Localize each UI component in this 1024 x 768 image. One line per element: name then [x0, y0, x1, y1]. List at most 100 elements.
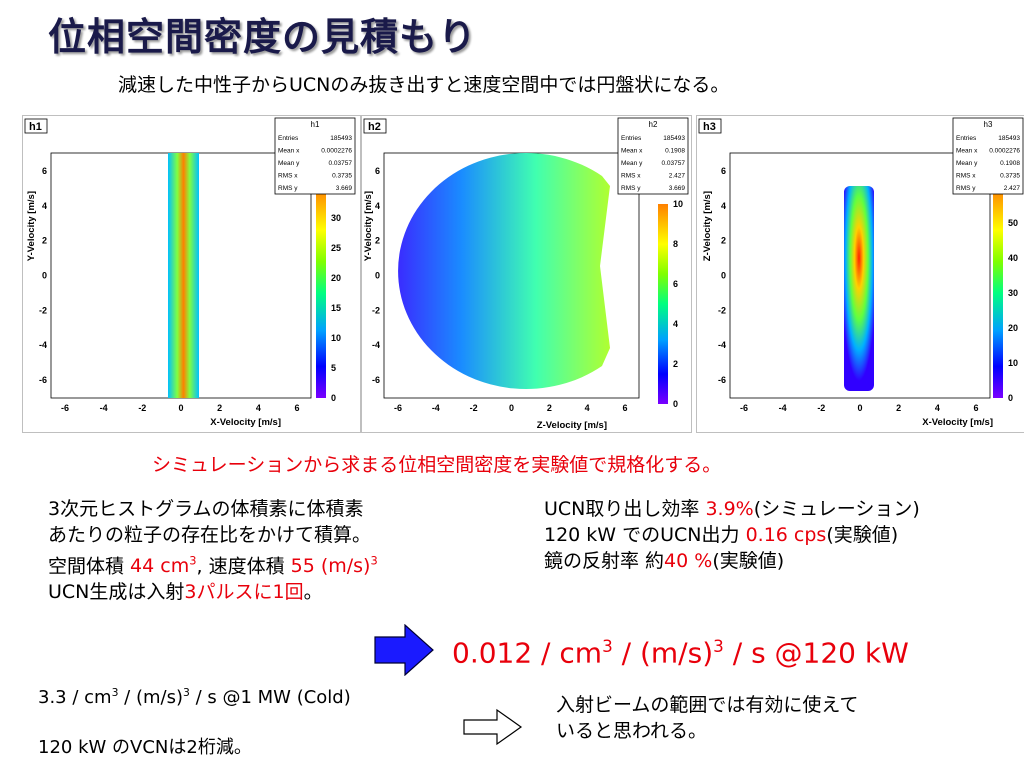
z-tick-label: 0 — [331, 393, 336, 403]
z-ticks: 6050403020100 — [1008, 183, 1018, 403]
experimental-parameters: UCN取り出し効率 3.9%(シミュレーション) 120 kW でのUCN出力 … — [544, 496, 920, 574]
stats-key: RMS x — [956, 173, 976, 180]
y-tick-label: -2 — [372, 305, 380, 315]
x-tick-label: 6 — [973, 403, 978, 413]
stats-value: 0.3735 — [1000, 173, 1020, 180]
z-tick-label: 8 — [673, 239, 678, 249]
x-tick-label: 0 — [509, 403, 514, 413]
volume-separator: , — [196, 555, 209, 578]
x-ticks: -6 -4 -2 0 2 4 6 — [394, 403, 628, 413]
velocity-column — [844, 186, 874, 391]
y-tick-label: -6 — [372, 375, 380, 385]
y-tick-label: -4 — [718, 340, 726, 350]
stats-key: Entries — [278, 135, 299, 142]
mirror-reflectivity-line: 鏡の反射率 約40 %(実験値) — [544, 550, 785, 572]
stats-name: h2 — [649, 120, 658, 129]
z-tick-label: 20 — [1008, 323, 1018, 333]
stats-value: 2.427 — [669, 173, 686, 180]
stats-box — [617, 117, 689, 195]
normalization-note: シミュレーションから求まる位相空間密度を実験値で規格化する。 — [152, 454, 722, 476]
x-tick-label: -6 — [61, 403, 69, 413]
extraction-efficiency-value: 3.9% — [705, 498, 754, 520]
description-line-1: 3次元ヒストグラムの体積素に体積素 — [48, 498, 364, 520]
space-volume-value: 44 cm3 — [130, 554, 197, 578]
beam-usage-note: 入射ビームの範囲では有効に使えて いると思われる。 — [556, 694, 859, 742]
x-tick-label: -4 — [432, 403, 440, 413]
stats-box — [952, 117, 1024, 195]
y-tick-label: 2 — [721, 236, 726, 246]
z-tick-label: 6 — [673, 279, 678, 289]
y-tick-label: 2 — [375, 236, 380, 246]
x-tick-label: 6 — [622, 403, 627, 413]
x-tick-label: 0 — [178, 403, 183, 413]
stats-key: Mean y — [956, 160, 978, 167]
z-tick-label: 2 — [673, 359, 678, 369]
stats-value: 0.03757 — [329, 160, 353, 167]
stats-value: 0.0002276 — [321, 148, 352, 155]
y-tick-label: 4 — [42, 201, 47, 211]
stats-key: RMS y — [621, 185, 641, 192]
z-tick-label: 30 — [1008, 288, 1018, 298]
stats-value: 0.0002276 — [989, 148, 1020, 155]
z-tick-label: 4 — [673, 319, 678, 329]
velocity-disk — [398, 153, 610, 389]
vcn-reduction-note: 120 kW のVCNは2桁減。 — [38, 737, 252, 758]
x-tick-label: 0 — [857, 403, 862, 413]
y-ticks: 6 4 2 0 -2 -4 -6 — [39, 166, 47, 385]
ucn-generation-rate: 3パルスに1回 — [184, 581, 304, 604]
z-ticks: 10 8 6 4 2 0 — [673, 199, 683, 409]
velocity-volume-value: 55 (m/s)3 — [290, 554, 378, 578]
y-tick-label: 2 — [42, 236, 47, 246]
z-tick-label: 10 — [1008, 358, 1018, 368]
volume-line: 空間体積 44 cm3, 速度体積 55 (m/s)3 — [48, 548, 378, 579]
y-axis-label: Y-Velocity [m/s] — [363, 191, 374, 261]
stats-key: Entries — [956, 135, 977, 142]
y-tick-label: 4 — [375, 201, 380, 211]
hist-tag-box — [698, 118, 722, 134]
hist-tag-box — [24, 118, 48, 134]
y-ticks: 6 4 2 0 -2 -4 -6 — [372, 166, 380, 385]
stats-value: 2.427 — [1004, 185, 1021, 192]
stats-key: RMS x — [278, 173, 298, 180]
x-ticks: -6 -4 -2 0 2 4 6 — [740, 403, 979, 413]
z-tick-label: 30 — [331, 213, 341, 223]
z-tick-label: 0 — [673, 399, 678, 409]
stats-key: RMS y — [956, 185, 976, 192]
x-axis-label: X-Velocity [m/s] — [922, 417, 993, 428]
y-tick-label: 0 — [42, 271, 47, 281]
stats-key: Mean y — [278, 160, 300, 167]
z-tick-label: 10 — [331, 333, 341, 343]
y-tick-label: -2 — [39, 305, 47, 315]
hist-tag: h1 — [29, 121, 42, 133]
y-tick-label: 6 — [375, 166, 380, 176]
slide-subtitle: 減速した中性子からUCNのみ抜き出すと速度空間中では円盤状になる。 — [118, 74, 730, 96]
y-tick-label: 0 — [375, 271, 380, 281]
extraction-efficiency-line: UCN取り出し効率 3.9%(シミュレーション) — [544, 498, 920, 520]
stats-value: 185493 — [663, 135, 685, 142]
histogram-h2: h2 10 8 6 4 2 0 -6 -4 -2 0 2 4 6 6 4 2 0 -2 -4 -6 Z-Veloc… — [363, 117, 689, 431]
stats-value: 0.3735 — [332, 173, 352, 180]
z-tick-label: 15 — [331, 303, 341, 313]
y-axis-label: Z-Velocity [m/s] — [702, 191, 713, 261]
y-tick-label: 6 — [721, 166, 726, 176]
z-tick-label: 5 — [331, 363, 336, 373]
velocity-volume-label: 速度体積 — [208, 555, 291, 578]
stats-key: RMS y — [278, 185, 298, 192]
y-tick-label: -6 — [718, 375, 726, 385]
z-tick-label: 50 — [1008, 218, 1018, 228]
ucn-output-line: 120 kW でのUCN出力 0.16 cps(実験値) — [544, 524, 899, 546]
z-tick-label: 40 — [1008, 253, 1018, 263]
stats-value: 185493 — [330, 135, 352, 142]
ucn-generation-line: UCN生成は入射3パルスに1回。 — [48, 581, 323, 604]
cold-source-density: 3.3 / cm3 / (m/s)3 / s @1 MW (Cold) — [38, 686, 351, 708]
stats-value: 0.1908 — [1000, 160, 1020, 167]
hist-tag-box — [363, 118, 387, 134]
space-volume-label: 空間体積 — [48, 555, 131, 578]
x-tick-label: 4 — [585, 403, 590, 413]
stats-value: 3.669 — [669, 185, 686, 192]
stats-key: RMS x — [621, 173, 641, 180]
slide-title: 位相空間密度の見積もり — [48, 15, 478, 59]
stats-name: h3 — [984, 120, 993, 129]
color-scale-bar — [316, 188, 326, 398]
